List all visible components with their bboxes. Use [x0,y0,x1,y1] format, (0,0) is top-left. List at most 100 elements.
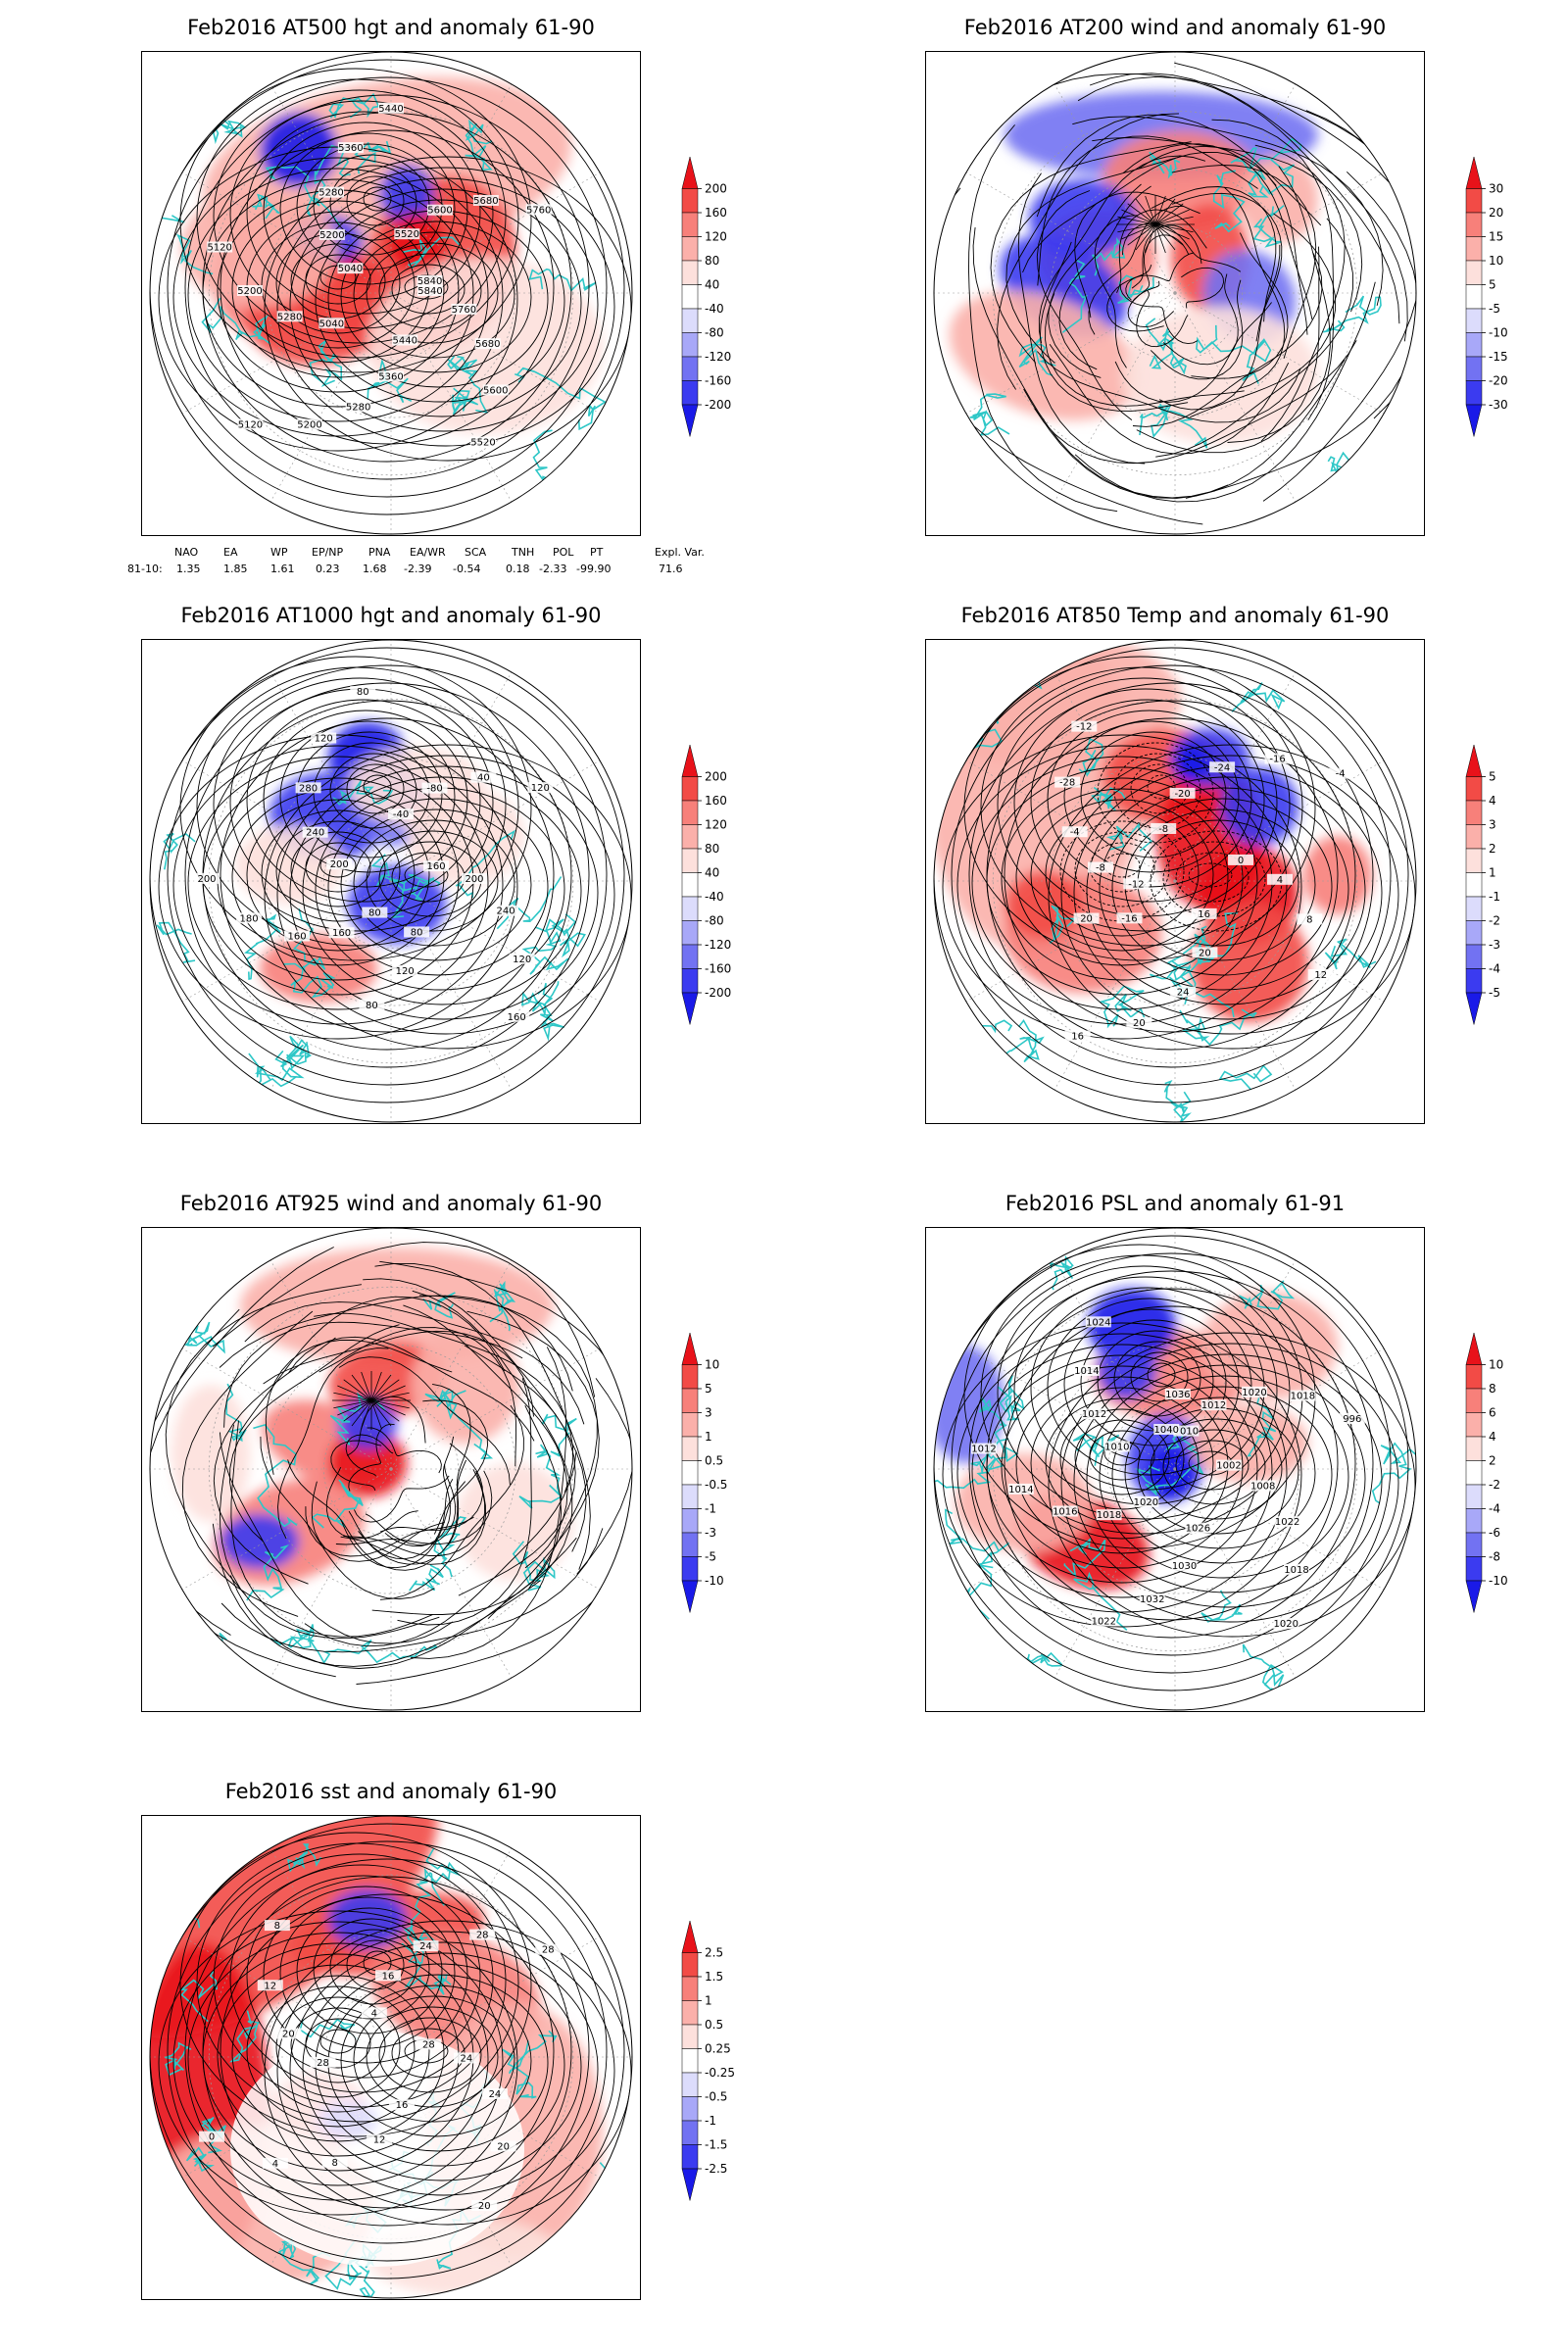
contour-line [172,157,504,437]
streamline [1094,215,1138,368]
colorbar-swatch [1465,1508,1483,1534]
colorbar-label: 5 [705,1382,712,1396]
contour-line [1045,1397,1200,1525]
contour-label: 28 [317,2058,329,2069]
contour-labels: 80 160 160 180 200 200 240 280 120 80 -40 -80 40 120 1… [194,686,554,1023]
contour-line [296,731,443,858]
colorbar-swatch [1465,1412,1483,1438]
colorbar-swatch [1465,1460,1483,1486]
contour-line [934,647,1409,1103]
streamline [1114,302,1272,403]
contour-label: 20 [497,2141,510,2152]
colorbar-swatch [1465,992,1483,1025]
contour-line [290,2007,386,2083]
colorbar-label: 0.25 [705,2042,731,2056]
streamline [220,1528,604,1653]
colorbar-label: -5 [705,1550,716,1564]
contour-label: 5440 [393,335,417,346]
colorbar-label: -40 [705,890,724,904]
streamline [1254,144,1346,442]
contour-line [246,799,430,952]
map-frame [925,51,1425,536]
colorbar-swatch [681,1556,699,1582]
colorbar: 200 160 120 80 40 -40 -80 -120 -160 -200 [678,151,766,445]
streamline [1136,246,1320,454]
contour-line [246,111,481,315]
streamline [1127,280,1175,328]
contour-line [353,1995,515,2123]
streamline [348,1478,454,1560]
colorbar-label: -5 [1489,302,1500,316]
contour-label: 24 [419,1941,432,1952]
colorbar-label: -8 [1489,1550,1500,1564]
colorbar-svg: 5 4 3 2 1 -1 -2 -3 -4 -5 [1465,744,1500,1025]
streamline [397,1378,532,1626]
contour-label: 5360 [378,371,403,382]
contour-line [378,253,482,329]
streamline [1116,209,1207,293]
streamline [365,1463,456,1545]
contour-line [289,1941,599,2196]
streamline [1121,222,1242,272]
index-table: NAO EA WP EP/NP PNA EA/WR SCA TNH POL PT… [127,546,755,579]
colorbar-label: -200 [705,986,731,1000]
index-value: 71.6 [659,563,683,575]
streamline [418,1295,598,1590]
contour-line [1030,1387,1214,1540]
colorbar-swatch [1465,404,1483,437]
contour-line [1147,774,1176,800]
contour-label: 8 [1306,914,1312,925]
contour-line [213,89,507,344]
colorbar-svg: 200 160 120 80 40 -40 -80 -120 -160 -200 [681,156,731,437]
contour-label: 5040 [338,264,363,274]
colorbar-label: 120 [705,230,727,244]
contour-label: 20 [1080,914,1093,925]
streamline [212,1523,541,1667]
contour-label: 240 [496,906,514,917]
contour-label: 80 [357,687,369,698]
colorbar-label: 0.5 [705,1454,723,1468]
streamline [422,1399,488,1535]
polar-map [149,1228,633,1711]
colorbar-label: -6 [1489,1526,1500,1540]
colorbar-label: -20 [1489,374,1508,388]
contour-label: 5360 [338,143,363,154]
colorbar-svg: 10 5 3 1 0.5 -0.5 -1 -3 -5 -10 [681,1332,727,1613]
contours [934,62,1416,525]
contour-line [1001,1365,1244,1569]
colorbar-swatch [1465,776,1483,802]
contour-line [1175,1440,1250,1491]
contour-label: 1002 [1216,1461,1241,1472]
streamline [340,1481,466,1569]
contour-line [997,677,1291,932]
colorbar-swatch [681,920,699,946]
colorbar-label: -10 [1489,1574,1508,1588]
colorbar-swatch [681,236,699,262]
streamline [1074,281,1376,503]
streamline [265,1340,453,1475]
contour-label: 1026 [1186,1524,1210,1535]
contour-line [220,129,555,445]
index-header: POL [553,546,574,559]
contour-line [353,819,515,947]
contour-line [1124,1396,1316,1549]
colorbar-label: 0.5 [705,2018,723,2032]
contour-label: 1010 [1104,1442,1129,1452]
colorbar-swatch [681,1952,699,1978]
map-frame: -12 -8 -4 -28 -12 -8 -20 -24 -16 -4 0 4 8 12 16 20 24 20 1… [925,639,1425,1124]
colorbar-label: -120 [705,938,731,952]
contour-line [1150,1418,1283,1520]
index-header: Expl. Var. [655,546,705,559]
contour-label: 28 [476,1931,489,1941]
map-frame: 80 160 160 180 200 200 240 280 120 80 -40 -80 40 120 1… [141,639,641,1124]
index-value: 0.23 [316,563,340,575]
contour-label: 5280 [346,402,370,413]
contour-line [340,220,532,373]
colorbar: 200 160 120 80 40 -40 -80 -120 -160 -200 [678,739,766,1033]
anomaly-region [348,865,446,944]
colorbar-swatch [681,2072,699,2097]
streamline [379,1260,632,1575]
index-header: EA/WR [410,546,446,559]
polar-map: -12 -8 -4 -28 -12 -8 -20 -24 -16 -4 0 4 8 12 16 20 24 20 1… [933,640,1417,1123]
colorbar-label: -3 [1489,938,1500,952]
